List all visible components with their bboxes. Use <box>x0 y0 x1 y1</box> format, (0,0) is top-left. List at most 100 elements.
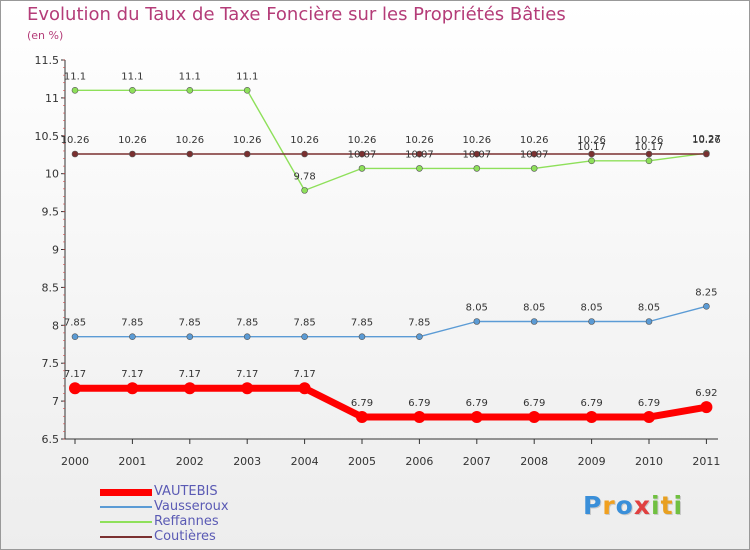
data-label: 10.26 <box>61 135 90 146</box>
series-line-vausseroux <box>74 305 708 338</box>
data-point <box>356 411 368 424</box>
data-label: 6.79 <box>408 398 430 409</box>
data-label: 10.26 <box>692 135 721 146</box>
data-point <box>129 333 136 340</box>
x-tick-label: 2005 <box>348 455 376 468</box>
x-tick-label: 2002 <box>176 455 204 468</box>
data-point <box>645 150 653 158</box>
data-label: 11.1 <box>64 71 86 82</box>
legend-item: Coutières <box>100 530 216 544</box>
data-label: 9.78 <box>293 171 315 182</box>
data-point <box>243 87 251 94</box>
data-point <box>358 165 366 172</box>
data-point <box>703 303 710 310</box>
legend-item: Vausseroux <box>100 500 229 514</box>
data-label: 6.92 <box>695 388 717 399</box>
data-point <box>69 382 81 395</box>
data-label: 6.79 <box>580 398 602 409</box>
data-label: 7.85 <box>351 318 373 329</box>
data-point <box>71 87 79 94</box>
x-tick-label: 2010 <box>635 455 663 468</box>
data-label: 8.05 <box>638 303 660 314</box>
data-point <box>645 157 653 165</box>
data-label: 7.85 <box>121 318 143 329</box>
data-label: 7.17 <box>64 369 86 380</box>
data-point <box>530 318 538 325</box>
data-label: 11.1 <box>179 71 201 82</box>
data-point <box>301 150 308 158</box>
data-point <box>358 150 366 158</box>
data-label: 10.17 <box>577 142 606 153</box>
y-tick-label: 8.5 <box>42 281 60 294</box>
data-point <box>528 411 541 424</box>
data-point <box>585 411 598 424</box>
data-label: 8.05 <box>523 303 545 314</box>
data-label: 10.26 <box>577 135 606 146</box>
legend-item: Reffannes <box>100 515 219 529</box>
x-tick-label: 2000 <box>61 455 89 468</box>
data-label: 8.25 <box>695 287 717 298</box>
data-point <box>126 382 139 395</box>
data-point <box>183 382 196 395</box>
data-point <box>186 333 194 340</box>
data-point <box>700 401 713 414</box>
data-label: 7.17 <box>293 369 315 380</box>
data-point <box>129 87 136 94</box>
data-point <box>186 87 194 94</box>
x-tick-label: 2003 <box>233 455 261 468</box>
data-point <box>530 165 538 172</box>
y-tick-label: 11 <box>45 92 59 105</box>
x-tick-label: 2009 <box>578 455 606 468</box>
y-tick-label: 9 <box>52 244 59 257</box>
data-point <box>301 333 308 340</box>
data-point <box>416 165 423 172</box>
data-label: 10.26 <box>348 135 377 146</box>
data-point <box>241 382 254 395</box>
y-tick-label: 6.5 <box>42 433 60 446</box>
legend-label: Reffannes <box>154 514 219 529</box>
data-point <box>298 382 311 395</box>
data-label: 6.79 <box>523 398 545 409</box>
data-point <box>413 411 426 424</box>
x-tick-label: 2008 <box>520 455 548 468</box>
data-label: 6.79 <box>351 398 373 409</box>
data-point <box>643 411 655 424</box>
series-line-vautebis <box>71 384 710 421</box>
data-point <box>588 318 595 325</box>
data-label: 7.85 <box>293 318 315 329</box>
data-point <box>416 333 423 340</box>
data-label: 6.79 <box>466 398 488 409</box>
legend-label: Vausseroux <box>154 499 229 514</box>
legend-item: VAUTEBIS <box>100 485 218 499</box>
data-point <box>588 150 595 158</box>
y-tick-label: 8 <box>52 319 59 332</box>
y-tick-label: 11.5 <box>35 54 60 67</box>
data-label: 7.85 <box>236 318 258 329</box>
data-point <box>358 333 366 340</box>
data-point <box>473 150 481 158</box>
legend-label: Coutières <box>154 529 216 544</box>
data-point <box>301 187 308 194</box>
data-point <box>243 150 251 158</box>
data-label: 10.26 <box>405 135 434 146</box>
data-point <box>71 333 79 340</box>
y-tick-label: 10 <box>45 168 59 181</box>
y-tick-label: 9.5 <box>42 206 60 219</box>
legend-swatch <box>100 521 152 523</box>
data-point <box>129 150 136 158</box>
legend-swatch <box>100 488 152 496</box>
data-label: 7.17 <box>236 369 258 380</box>
data-label: 10.26 <box>635 135 664 146</box>
data-label: 10.17 <box>635 142 664 153</box>
legend-swatch <box>100 506 152 508</box>
data-label: 11.1 <box>121 71 143 82</box>
data-point <box>470 411 483 424</box>
legend-label: VAUTEBIS <box>154 484 218 499</box>
data-label: 10.07 <box>348 149 377 160</box>
data-point <box>243 333 251 340</box>
data-label: 10.07 <box>520 149 549 160</box>
data-label: 10.26 <box>462 135 491 146</box>
data-label: 10.26 <box>175 135 204 146</box>
